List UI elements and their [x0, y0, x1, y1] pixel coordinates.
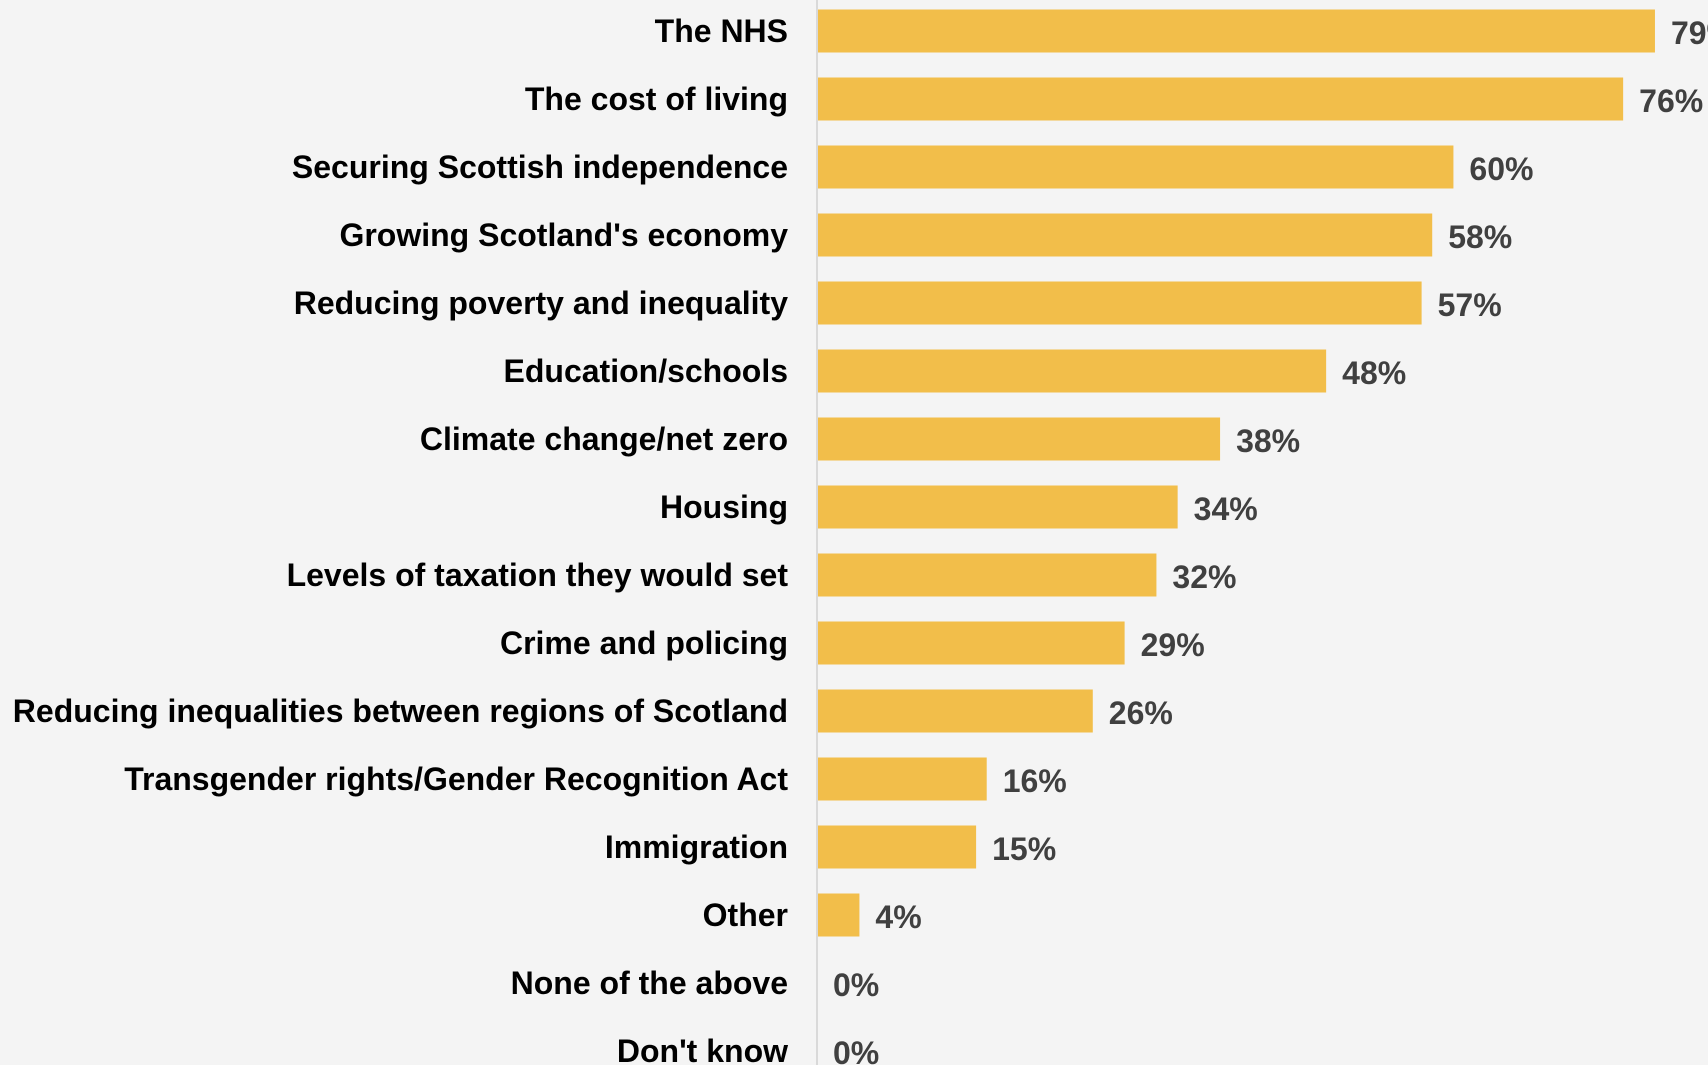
- category-label-transgender-rights-gender-recognition-act: Transgender rights/Gender Recognition Ac…: [124, 761, 788, 797]
- bar-the-nhs: [817, 9, 1655, 53]
- value-label-the-cost-of-living: 76%: [1639, 83, 1703, 119]
- bar-crime-and-policing: [817, 621, 1125, 665]
- category-label-other: Other: [703, 897, 788, 933]
- bar-housing: [817, 485, 1178, 529]
- bar-reducing-inequalities-between-regions-of-scotland: [817, 689, 1093, 733]
- category-labels-group: The NHS The cost of living Securing Scotti…: [13, 13, 789, 1065]
- bar-immigration: [817, 825, 977, 869]
- value-label-reducing-poverty-and-inequality: 57%: [1438, 287, 1502, 323]
- value-label-the-nhs: 79%: [1671, 15, 1708, 51]
- bar-other: [817, 893, 860, 937]
- value-labels-group: 79% 76% 60% 58% 57% 48% 38% 34% 32% 29% 26% 16% 15% 4…: [833, 15, 1708, 1065]
- category-label-immigration: Immigration: [605, 829, 788, 865]
- value-label-other: 4%: [875, 899, 921, 935]
- category-label-the-cost-of-living: The cost of living: [525, 81, 788, 117]
- bar-the-cost-of-living: [817, 77, 1624, 121]
- bar-securing-scottish-independence: [817, 145, 1454, 189]
- value-label-don-t-know: 0%: [833, 1035, 879, 1065]
- category-label-securing-scottish-independence: Securing Scottish independence: [292, 149, 788, 185]
- value-label-immigration: 15%: [992, 831, 1056, 867]
- bars-group: [817, 9, 1655, 937]
- value-label-levels-of-taxation-they-would-set: 32%: [1172, 559, 1236, 595]
- value-label-transgender-rights-gender-recognition-act: 16%: [1003, 763, 1067, 799]
- category-label-housing: Housing: [660, 489, 788, 525]
- value-label-none-of-the-above: 0%: [833, 967, 879, 1003]
- bar-transgender-rights-gender-recognition-act: [817, 757, 987, 801]
- category-label-none-of-the-above: None of the above: [511, 965, 788, 1001]
- value-label-crime-and-policing: 29%: [1141, 627, 1205, 663]
- value-label-housing: 34%: [1194, 491, 1258, 527]
- category-label-crime-and-policing: Crime and policing: [500, 625, 788, 661]
- bar-education-schools: [817, 349, 1327, 393]
- bar-reducing-poverty-and-inequality: [817, 281, 1422, 325]
- value-label-securing-scottish-independence: 60%: [1469, 151, 1533, 187]
- category-label-the-nhs: The NHS: [655, 13, 788, 49]
- category-label-reducing-poverty-and-inequality: Reducing poverty and inequality: [294, 285, 789, 321]
- category-label-education-schools: Education/schools: [504, 353, 788, 389]
- bar-levels-of-taxation-they-would-set: [817, 553, 1157, 597]
- category-label-growing-scotland-s-economy: Growing Scotland's economy: [339, 217, 788, 253]
- value-label-climate-change-net-zero: 38%: [1236, 423, 1300, 459]
- value-label-reducing-inequalities-between-regions-of-scotland: 26%: [1109, 695, 1173, 731]
- category-label-levels-of-taxation-they-would-set: Levels of taxation they would set: [287, 557, 789, 593]
- bar-growing-scotland-s-economy: [817, 213, 1433, 257]
- category-label-reducing-inequalities-between-regions-of-scotland: Reducing inequalities between regions of…: [13, 693, 788, 729]
- value-label-education-schools: 48%: [1342, 355, 1406, 391]
- bar-climate-change-net-zero: [817, 417, 1221, 461]
- category-label-don-t-know: Don't know: [617, 1033, 788, 1065]
- value-label-growing-scotland-s-economy: 58%: [1448, 219, 1512, 255]
- category-label-climate-change-net-zero: Climate change/net zero: [420, 421, 788, 457]
